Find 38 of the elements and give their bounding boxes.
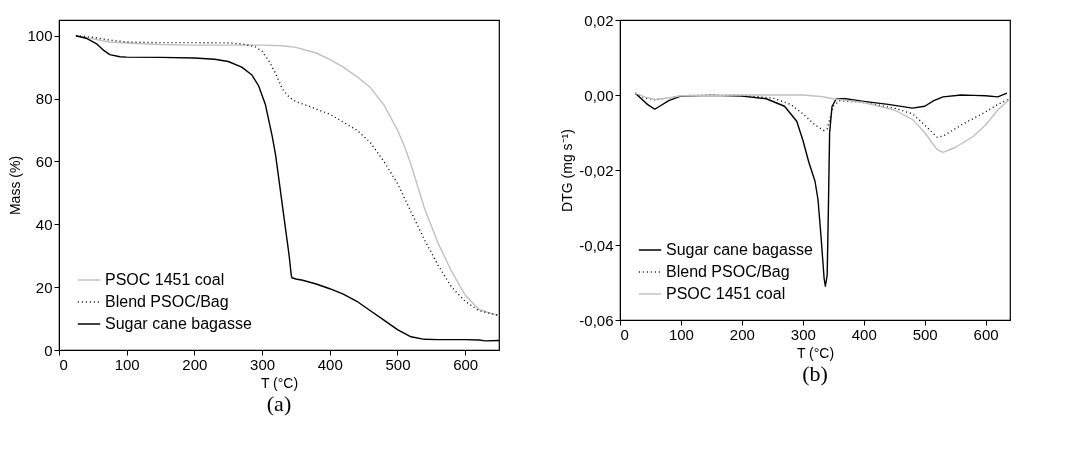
x-tick-label: 600	[973, 325, 999, 343]
legend-label: Sugar cane bagasse	[666, 241, 813, 258]
x-tick-label: 500	[385, 355, 411, 373]
legend-label: Sugar cane bagasse	[105, 315, 252, 332]
y-tick-label: 40	[35, 215, 53, 233]
y-tick-label: 0	[44, 341, 53, 359]
x-axis-title: T (°C)	[796, 344, 835, 361]
x-tick-label: 0	[620, 325, 629, 343]
x-axis-title: T (°C)	[260, 374, 299, 391]
legend-label: Blend PSOC/Bag	[105, 293, 229, 310]
y-tick-label: 80	[35, 90, 53, 108]
y-tick-label: 20	[35, 278, 53, 296]
y-tick-label: 60	[35, 152, 53, 170]
x-tick-label: 400	[851, 325, 877, 343]
y-tick-label: -0,04	[579, 236, 614, 254]
line-series	[634, 92, 1010, 154]
x-tick-label: 100	[668, 325, 694, 343]
x-tick-label: 0	[59, 355, 68, 373]
x-tick-label: 300	[250, 355, 276, 373]
legend-label: PSOC 1451 coal	[666, 285, 786, 302]
y-tick-label: -0,02	[579, 161, 614, 179]
legend-label: PSOC 1451 coal	[105, 271, 225, 288]
y-tick-label: -0,06	[579, 311, 614, 329]
y-axis-title: DTG (mg s⁻¹)	[559, 129, 576, 212]
y-tick-label: 0,02	[584, 11, 614, 29]
y-tick-label: 100	[27, 27, 53, 45]
text: (a)	[266, 391, 292, 416]
y-tick-label: 0,00	[584, 86, 614, 104]
x-tick-label: 200	[182, 355, 208, 373]
x-tick-label: 600	[453, 355, 479, 373]
x-tick-label: 200	[729, 325, 755, 343]
x-tick-label: 100	[114, 355, 140, 373]
x-tick-label: 500	[912, 325, 938, 343]
y-axis-title: Mass (%)	[7, 155, 24, 216]
x-tick-label: 400	[317, 355, 343, 373]
text: (b)	[802, 361, 828, 386]
x-tick-label: 300	[790, 325, 816, 343]
legend-label: Blend PSOC/Bag	[666, 263, 790, 280]
